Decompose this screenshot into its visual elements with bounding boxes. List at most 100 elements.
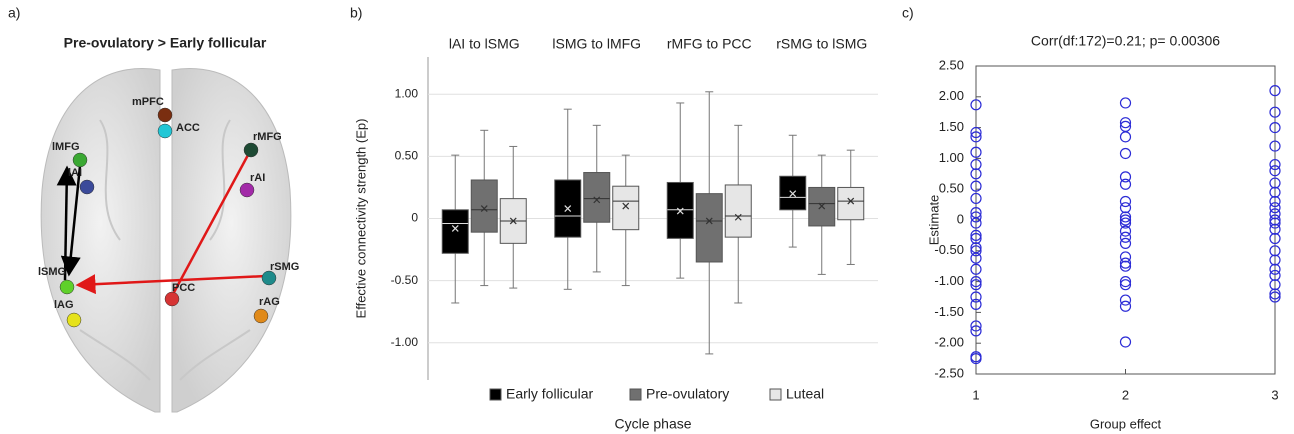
point <box>970 192 982 205</box>
point <box>1269 263 1281 275</box>
y-tick-label: -0.50 <box>391 273 419 287</box>
point <box>1269 158 1281 171</box>
legend-swatch <box>769 388 782 401</box>
point <box>1119 276 1132 288</box>
category-label: rSMG to lSMG <box>776 36 867 52</box>
point <box>970 320 982 332</box>
point <box>970 276 982 288</box>
nodes: mPFC ACC lMFG lAI rMFG rAI lSMG rSMG PCC lAG rAG <box>38 96 299 328</box>
node-label: lSMG <box>38 266 66 278</box>
point <box>970 279 982 291</box>
y-tick-label: 1.00 <box>939 150 964 165</box>
point <box>970 245 982 257</box>
arrow <box>170 154 250 297</box>
point <box>970 291 982 303</box>
y-tick-label: -1.00 <box>934 273 964 288</box>
point <box>1269 291 1281 303</box>
mean-marker <box>705 217 713 225</box>
node <box>79 179 95 195</box>
point <box>1269 254 1281 266</box>
arrow <box>60 165 82 277</box>
node-label: rAG <box>259 296 280 308</box>
point <box>1269 186 1281 198</box>
point <box>1119 300 1132 312</box>
y-tick-label: -0.50 <box>934 242 964 257</box>
point <box>1119 225 1132 237</box>
point <box>1119 171 1132 183</box>
point <box>1119 202 1132 214</box>
mean-marker <box>451 225 459 232</box>
box <box>441 209 469 254</box>
point <box>970 263 982 275</box>
point <box>970 211 982 223</box>
box <box>470 179 498 233</box>
y-tick-label: 1.00 <box>395 86 419 100</box>
point <box>970 232 982 245</box>
point <box>1119 231 1132 243</box>
mean-marker <box>676 207 684 215</box>
node <box>261 270 277 286</box>
legend-label: Early follicular <box>506 386 593 402</box>
point <box>1269 106 1281 118</box>
point <box>970 168 982 180</box>
category-label: lAI to lSMG <box>449 36 520 52</box>
y-tick-label: -1.00 <box>391 335 419 349</box>
box <box>583 172 611 223</box>
panel-label: c) <box>902 5 914 21</box>
point <box>1269 165 1281 177</box>
arrow <box>75 274 267 295</box>
point <box>1119 214 1132 226</box>
y-axis-label: Estimate <box>926 195 941 246</box>
point <box>1269 177 1281 189</box>
y-tick-label: 1.50 <box>939 119 964 134</box>
mean-marker <box>734 213 742 221</box>
point <box>1269 288 1281 300</box>
mean-marker <box>480 205 488 212</box>
y-tick-label: 0.50 <box>395 149 419 163</box>
point <box>1269 245 1281 257</box>
point <box>1269 140 1281 152</box>
point <box>1269 214 1281 226</box>
node-label: lMFG <box>52 141 80 153</box>
point <box>1269 217 1281 229</box>
point <box>1119 147 1132 160</box>
category-label: lSMG to lMFG <box>552 36 641 52</box>
node-label: PCC <box>172 282 195 294</box>
y-tick-label: -2.50 <box>934 365 964 380</box>
point <box>970 99 982 111</box>
mean-marker <box>593 196 601 204</box>
point <box>1119 178 1132 190</box>
point <box>1269 232 1281 245</box>
point <box>1269 202 1281 214</box>
point <box>970 252 982 264</box>
y-axis-label: Effective connectivity strength (Ep) <box>353 119 368 319</box>
y-tick-label: 0.50 <box>939 181 964 196</box>
mean-marker <box>847 197 855 205</box>
point <box>1119 294 1132 306</box>
legend-swatch <box>489 388 502 401</box>
point <box>1269 121 1281 134</box>
mean-marker <box>789 190 797 198</box>
panel-label: a) <box>8 5 20 21</box>
mean-marker <box>622 202 630 210</box>
category-label: rMFG to PCC <box>667 36 752 52</box>
mean-marker <box>564 205 572 212</box>
node <box>253 308 269 324</box>
node-label: ACC <box>176 122 200 134</box>
point <box>970 180 982 192</box>
plot-frame <box>975 65 1276 375</box>
point <box>970 146 982 158</box>
x-axis-label: Group effect <box>1090 416 1162 431</box>
node <box>66 312 82 328</box>
y-tick-label: 0 <box>411 211 418 225</box>
node-label: rAI <box>250 172 265 184</box>
point <box>1119 260 1132 272</box>
node-label: lAI <box>68 167 82 179</box>
node-label: lAG <box>54 299 74 311</box>
point <box>1269 269 1281 282</box>
point <box>970 158 982 171</box>
legend-label: Pre-ovulatory <box>646 386 729 402</box>
point <box>1269 195 1281 208</box>
point <box>1269 223 1281 235</box>
node <box>243 142 259 158</box>
